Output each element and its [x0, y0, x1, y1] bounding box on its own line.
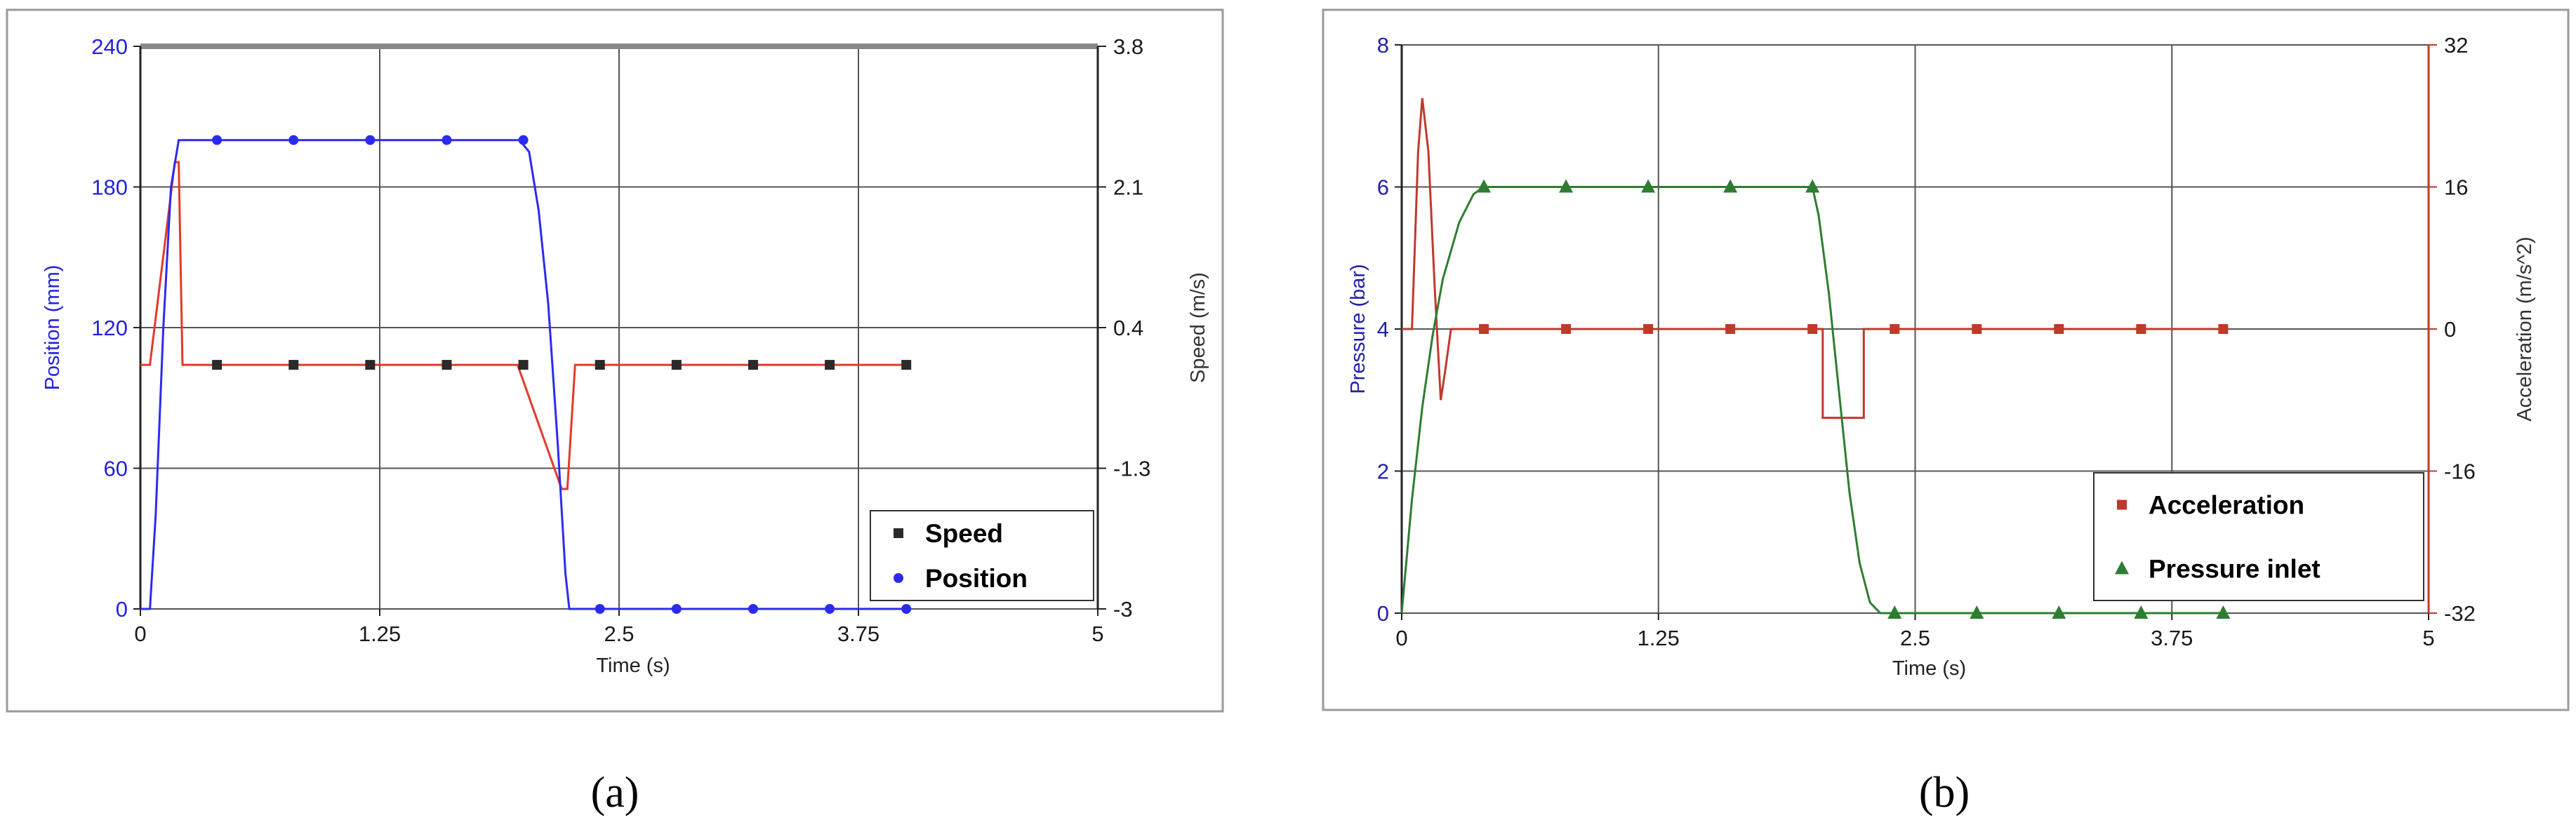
y-tick-label: 6	[1377, 175, 1389, 200]
series-marker-position	[288, 135, 299, 145]
y2-tick-label: 0	[2444, 317, 2456, 342]
legend-label: Speed	[925, 519, 1003, 548]
series-marker-acceleration	[1561, 324, 1572, 334]
x-tick-label: 2.5	[604, 622, 634, 646]
x-tick-label: 0	[134, 622, 146, 646]
caption-a: (a)	[591, 769, 639, 817]
series-marker-acceleration	[2054, 324, 2064, 334]
series-marker-position	[901, 604, 912, 614]
series-marker-position	[595, 604, 605, 614]
legend-marker	[894, 573, 903, 583]
series-marker-speed	[288, 360, 299, 370]
x-tick-label: 1.25	[359, 622, 401, 646]
legend-label: Pressure inlet	[2149, 555, 2321, 584]
y-axis-label: Pressure (bar)	[1347, 264, 1369, 394]
caption-b: (b)	[1919, 769, 1970, 817]
series-marker-pressure-inlet	[1641, 179, 1656, 193]
legend-marker	[2115, 561, 2129, 575]
series-marker-pressure-inlet	[2134, 605, 2149, 619]
x-axis-label: Time (s)	[1892, 657, 1966, 680]
y-tick-label: 0	[116, 597, 128, 622]
chart-b: 0 1.25 2.5 3.75 5 0 2 4 6 8 -32 -16 0 16 32 Time (s) Pre…	[1347, 33, 2536, 680]
y2-tick-label: 0.4	[1113, 316, 1143, 340]
series-marker-acceleration	[2218, 324, 2229, 334]
series-marker-pressure-inlet	[2216, 605, 2231, 619]
series-marker-position	[212, 135, 223, 145]
series-line-acceleration	[1402, 98, 2224, 420]
series-line-pressure-inlet	[1400, 186, 2224, 615]
y2-tick-label: 16	[2444, 175, 2468, 200]
x-tick-label: 5	[1091, 622, 1103, 646]
x-tick-label: 2.5	[1900, 626, 1930, 650]
series-marker-pressure-inlet	[1477, 179, 1492, 193]
legend-label: Acceleration	[2149, 491, 2304, 520]
x-tick-label: 5	[2422, 626, 2434, 650]
x-tick-label: 3.75	[837, 622, 879, 646]
series-marker-pressure-inlet	[2052, 605, 2066, 619]
y2-tick-label: 3.8	[1113, 34, 1143, 59]
legend-marker	[2117, 499, 2127, 510]
y-tick-label: 2	[1377, 459, 1389, 484]
series-marker-acceleration	[1725, 324, 1736, 334]
series-marker-position	[365, 135, 376, 145]
series-marker-position	[748, 604, 758, 614]
y2-tick-label: 2.1	[1113, 175, 1143, 200]
y2-tick-label: 32	[2444, 33, 2468, 58]
series-marker-speed	[671, 360, 682, 370]
legend-box	[2093, 472, 2424, 601]
x-tick-label: 1.25	[1638, 626, 1680, 650]
series-marker-acceleration	[1972, 324, 1982, 334]
x-tick-label: 0	[1395, 626, 1407, 650]
x-axis-label: Time (s)	[596, 655, 670, 677]
chart-a: 0 1.25 2.5 3.75 5 0 60 120 180 240 -3 -1.3 0.4 2.1 3.8…	[41, 34, 1209, 677]
series-marker-speed	[901, 360, 912, 370]
series-marker-pressure-inlet	[1887, 605, 1902, 619]
series-marker-speed	[212, 360, 223, 370]
y2-axis-label: Acceleration (m/s^2)	[2514, 236, 2536, 421]
series-marker-pressure-inlet	[1559, 179, 1574, 193]
y-tick-label: 60	[104, 457, 128, 481]
series-marker-pressure-inlet	[1805, 179, 1820, 193]
series-marker-acceleration	[1807, 324, 1818, 334]
series-marker-speed	[748, 360, 758, 370]
y-tick-label: 8	[1377, 33, 1389, 58]
series-line-position	[140, 139, 907, 610]
series-marker-position	[825, 604, 835, 614]
series-marker-position	[441, 135, 452, 145]
y2-tick-label: -1.3	[1113, 457, 1150, 481]
y2-tick-label: -3	[1113, 597, 1133, 622]
y2-axis-label: Speed (m/s)	[1187, 272, 1209, 383]
legend-box	[870, 510, 1094, 601]
y2-tick-label: -32	[2444, 601, 2476, 626]
series-marker-speed	[365, 360, 376, 370]
x-tick-label: 3.75	[2151, 626, 2193, 650]
y-tick-label: 4	[1377, 317, 1389, 342]
series-marker-acceleration	[2136, 324, 2146, 334]
y-tick-label: 120	[91, 316, 128, 340]
series-marker-acceleration	[1890, 324, 1900, 334]
top-border-bar	[140, 43, 1098, 49]
series-marker-position	[671, 604, 682, 614]
series-marker-position	[518, 135, 529, 145]
series-marker-acceleration	[1479, 324, 1489, 334]
series-marker-speed	[595, 360, 605, 370]
series-marker-pressure-inlet	[1723, 179, 1738, 193]
series-marker-speed	[441, 360, 452, 370]
y-tick-label: 240	[91, 34, 128, 59]
series-marker-speed	[518, 360, 529, 370]
series-marker-acceleration	[1643, 324, 1654, 334]
legend-label: Position	[925, 564, 1028, 593]
y-tick-label: 180	[91, 175, 128, 200]
y-tick-label: 0	[1377, 601, 1389, 626]
legend-marker	[894, 528, 903, 538]
series-marker-speed	[825, 360, 835, 370]
y-axis-label: Position (mm)	[41, 265, 64, 391]
y2-tick-label: -16	[2444, 459, 2476, 484]
series-marker-pressure-inlet	[1970, 605, 1984, 619]
